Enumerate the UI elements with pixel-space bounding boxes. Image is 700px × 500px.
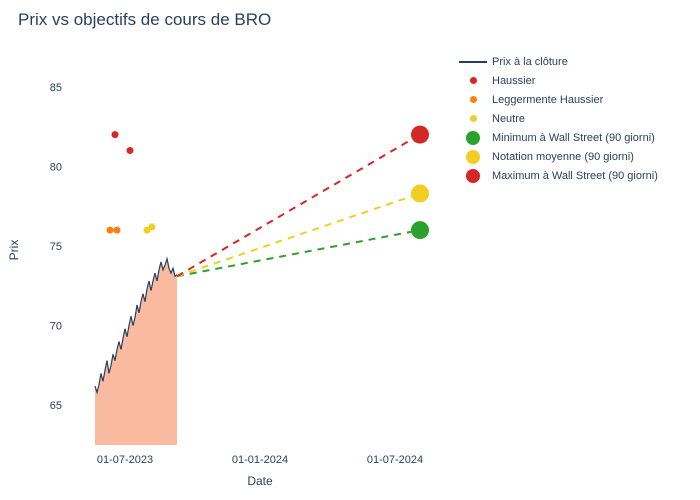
svg-text:80: 80 xyxy=(50,161,62,173)
legend-item[interactable]: Leggermente Haussier xyxy=(458,90,658,109)
legend-swatch xyxy=(458,131,488,145)
point-neutre[interactable] xyxy=(149,223,156,230)
legend-label: Prix à la clôture xyxy=(492,56,568,68)
svg-text:85: 85 xyxy=(50,82,62,94)
legend-swatch xyxy=(458,74,488,88)
target-marker-min[interactable] xyxy=(411,221,429,239)
point-legg-haussier[interactable] xyxy=(114,227,121,234)
svg-text:01-01-2024: 01-01-2024 xyxy=(232,454,288,466)
legend-item[interactable]: Haussier xyxy=(458,71,658,90)
legend-swatch xyxy=(458,150,488,164)
svg-text:75: 75 xyxy=(50,241,62,253)
legend: Prix à la clôture Haussier Leggermente Hau… xyxy=(458,52,658,185)
legend-item[interactable]: Neutre xyxy=(458,109,658,128)
target-line-mean[interactable] xyxy=(177,193,420,276)
legend-swatch xyxy=(458,169,488,183)
target-line-min[interactable] xyxy=(177,230,420,276)
target-marker-mean[interactable] xyxy=(411,184,429,202)
chart-title: Prix vs objectifs de cours de BRO xyxy=(18,10,271,30)
point-haussier[interactable] xyxy=(127,147,134,154)
chart-container: Prix vs objectifs de cours de BRO 65 70 75… xyxy=(0,0,700,500)
legend-label: Leggermente Haussier xyxy=(492,94,603,106)
plot-area: 65 70 75 80 85 Prix 01-07-2023 01-01-2024 01-07-… xyxy=(0,45,460,490)
target-marker-max[interactable] xyxy=(411,126,429,144)
legend-item[interactable]: Maximum à Wall Street (90 giorni) xyxy=(458,166,658,185)
close-fill xyxy=(95,259,177,445)
legend-item[interactable]: Prix à la clôture xyxy=(458,52,658,71)
svg-text:65: 65 xyxy=(50,400,62,412)
point-haussier[interactable] xyxy=(112,131,119,138)
legend-label: Haussier xyxy=(492,75,535,87)
svg-text:70: 70 xyxy=(50,321,62,333)
svg-text:Date: Date xyxy=(247,474,273,485)
legend-swatch xyxy=(458,55,488,69)
svg-text:Prix: Prix xyxy=(7,240,21,261)
legend-label: Maximum à Wall Street (90 giorni) xyxy=(492,170,658,182)
legend-swatch xyxy=(458,112,488,126)
legend-item[interactable]: Notation moyenne (90 giorni) xyxy=(458,147,658,166)
legend-swatch xyxy=(458,93,488,107)
legend-item[interactable]: Minimum à Wall Street (90 giorni) xyxy=(458,128,658,147)
point-legg-haussier[interactable] xyxy=(107,227,114,234)
svg-text:01-07-2024: 01-07-2024 xyxy=(367,454,423,466)
legend-label: Minimum à Wall Street (90 giorni) xyxy=(492,132,655,144)
legend-label: Notation moyenne (90 giorni) xyxy=(492,151,634,163)
legend-label: Neutre xyxy=(492,113,525,125)
target-line-max[interactable] xyxy=(177,135,420,277)
svg-text:01-07-2023: 01-07-2023 xyxy=(97,454,153,466)
